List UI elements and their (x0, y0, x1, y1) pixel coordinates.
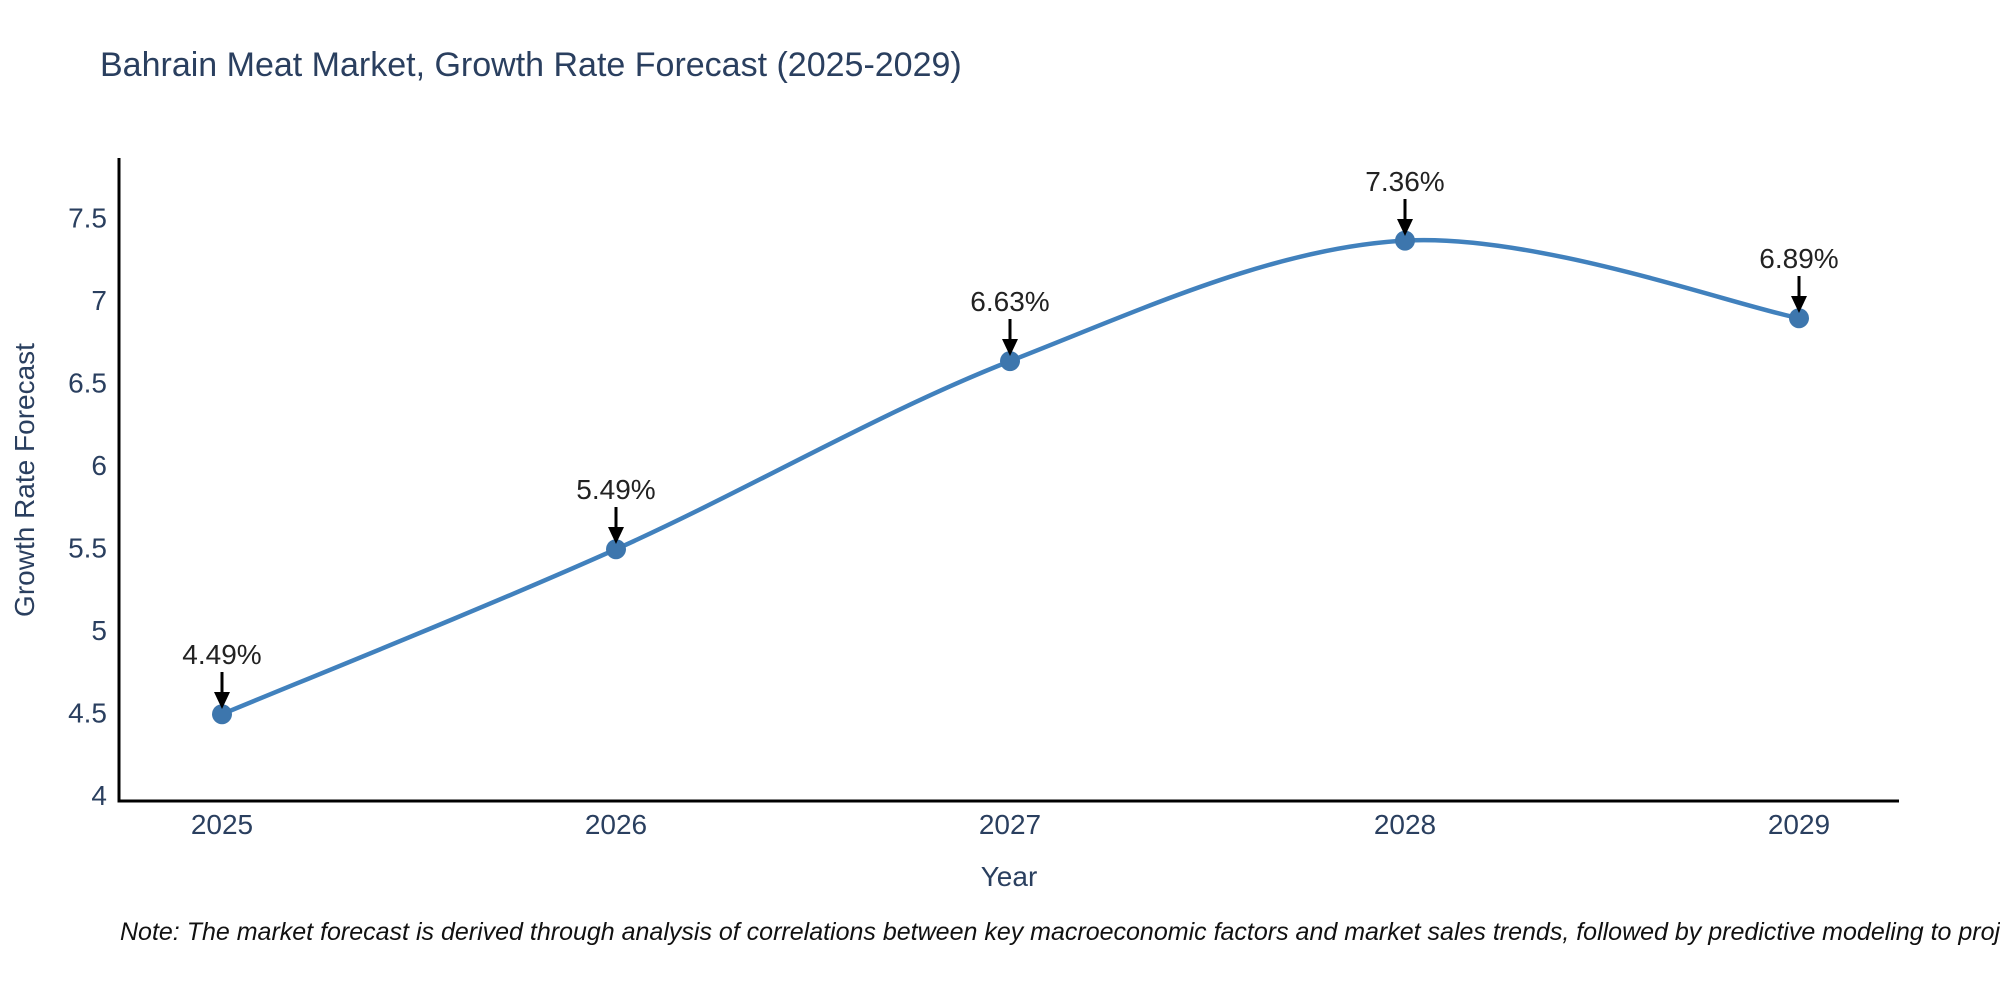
annotation-label: 5.49% (576, 474, 655, 505)
forecast-markers (212, 230, 1809, 725)
x-tick-label: 2025 (191, 809, 253, 840)
y-tick-label: 4 (91, 780, 107, 811)
data-point-2029 (1789, 308, 1809, 329)
annotation-arrow-head (1791, 296, 1807, 313)
annotation-label: 4.49% (182, 639, 261, 670)
annotation-label: 6.63% (970, 286, 1049, 317)
annotation-2025: 4.49% (182, 639, 262, 709)
y-tick-label: 7 (91, 285, 107, 316)
x-tick-label: 2026 (585, 809, 647, 840)
data-point-2028 (1395, 230, 1415, 251)
data-point-2025 (212, 704, 232, 725)
annotation-arrow-head (1397, 219, 1413, 236)
y-tick-label: 5.5 (68, 533, 107, 564)
x-axis-title: Year (981, 861, 1038, 892)
footnote: Note: The market forecast is derived thr… (120, 918, 2000, 946)
x-axis-ticks: 2025 2026 2027 2028 2029 (191, 809, 1830, 840)
annotation-label: 7.36% (1365, 166, 1444, 197)
y-tick-label: 6.5 (68, 368, 107, 399)
data-point-2027 (1000, 351, 1020, 372)
y-tick-label: 5 (91, 615, 107, 646)
annotation-label: 6.89% (1759, 243, 1838, 274)
annotation-2027: 6.63% (970, 286, 1050, 356)
y-tick-label: 7.5 (68, 203, 107, 234)
annotation-2029: 6.89% (1759, 243, 1839, 313)
y-axis-ticks: 7.5 7 6.5 6 5.5 5 4.5 4 (68, 203, 107, 812)
y-tick-label: 6 (91, 450, 107, 481)
chart-title: Bahrain Meat Market, Growth Rate Forecas… (100, 46, 962, 84)
data-point-2026 (606, 539, 626, 560)
y-axis-title: Growth Rate Forecast (9, 343, 40, 617)
annotation-arrow-head (1002, 339, 1018, 356)
annotation-arrow-head (214, 692, 230, 709)
annotation-2028: 7.36% (1365, 166, 1445, 236)
annotation-arrow-head (608, 527, 624, 544)
x-tick-label: 2029 (1768, 809, 1830, 840)
x-tick-label: 2027 (979, 809, 1041, 840)
x-tick-label: 2028 (1374, 809, 1436, 840)
y-tick-label: 4.5 (68, 698, 107, 729)
annotation-2026: 5.49% (576, 474, 656, 544)
